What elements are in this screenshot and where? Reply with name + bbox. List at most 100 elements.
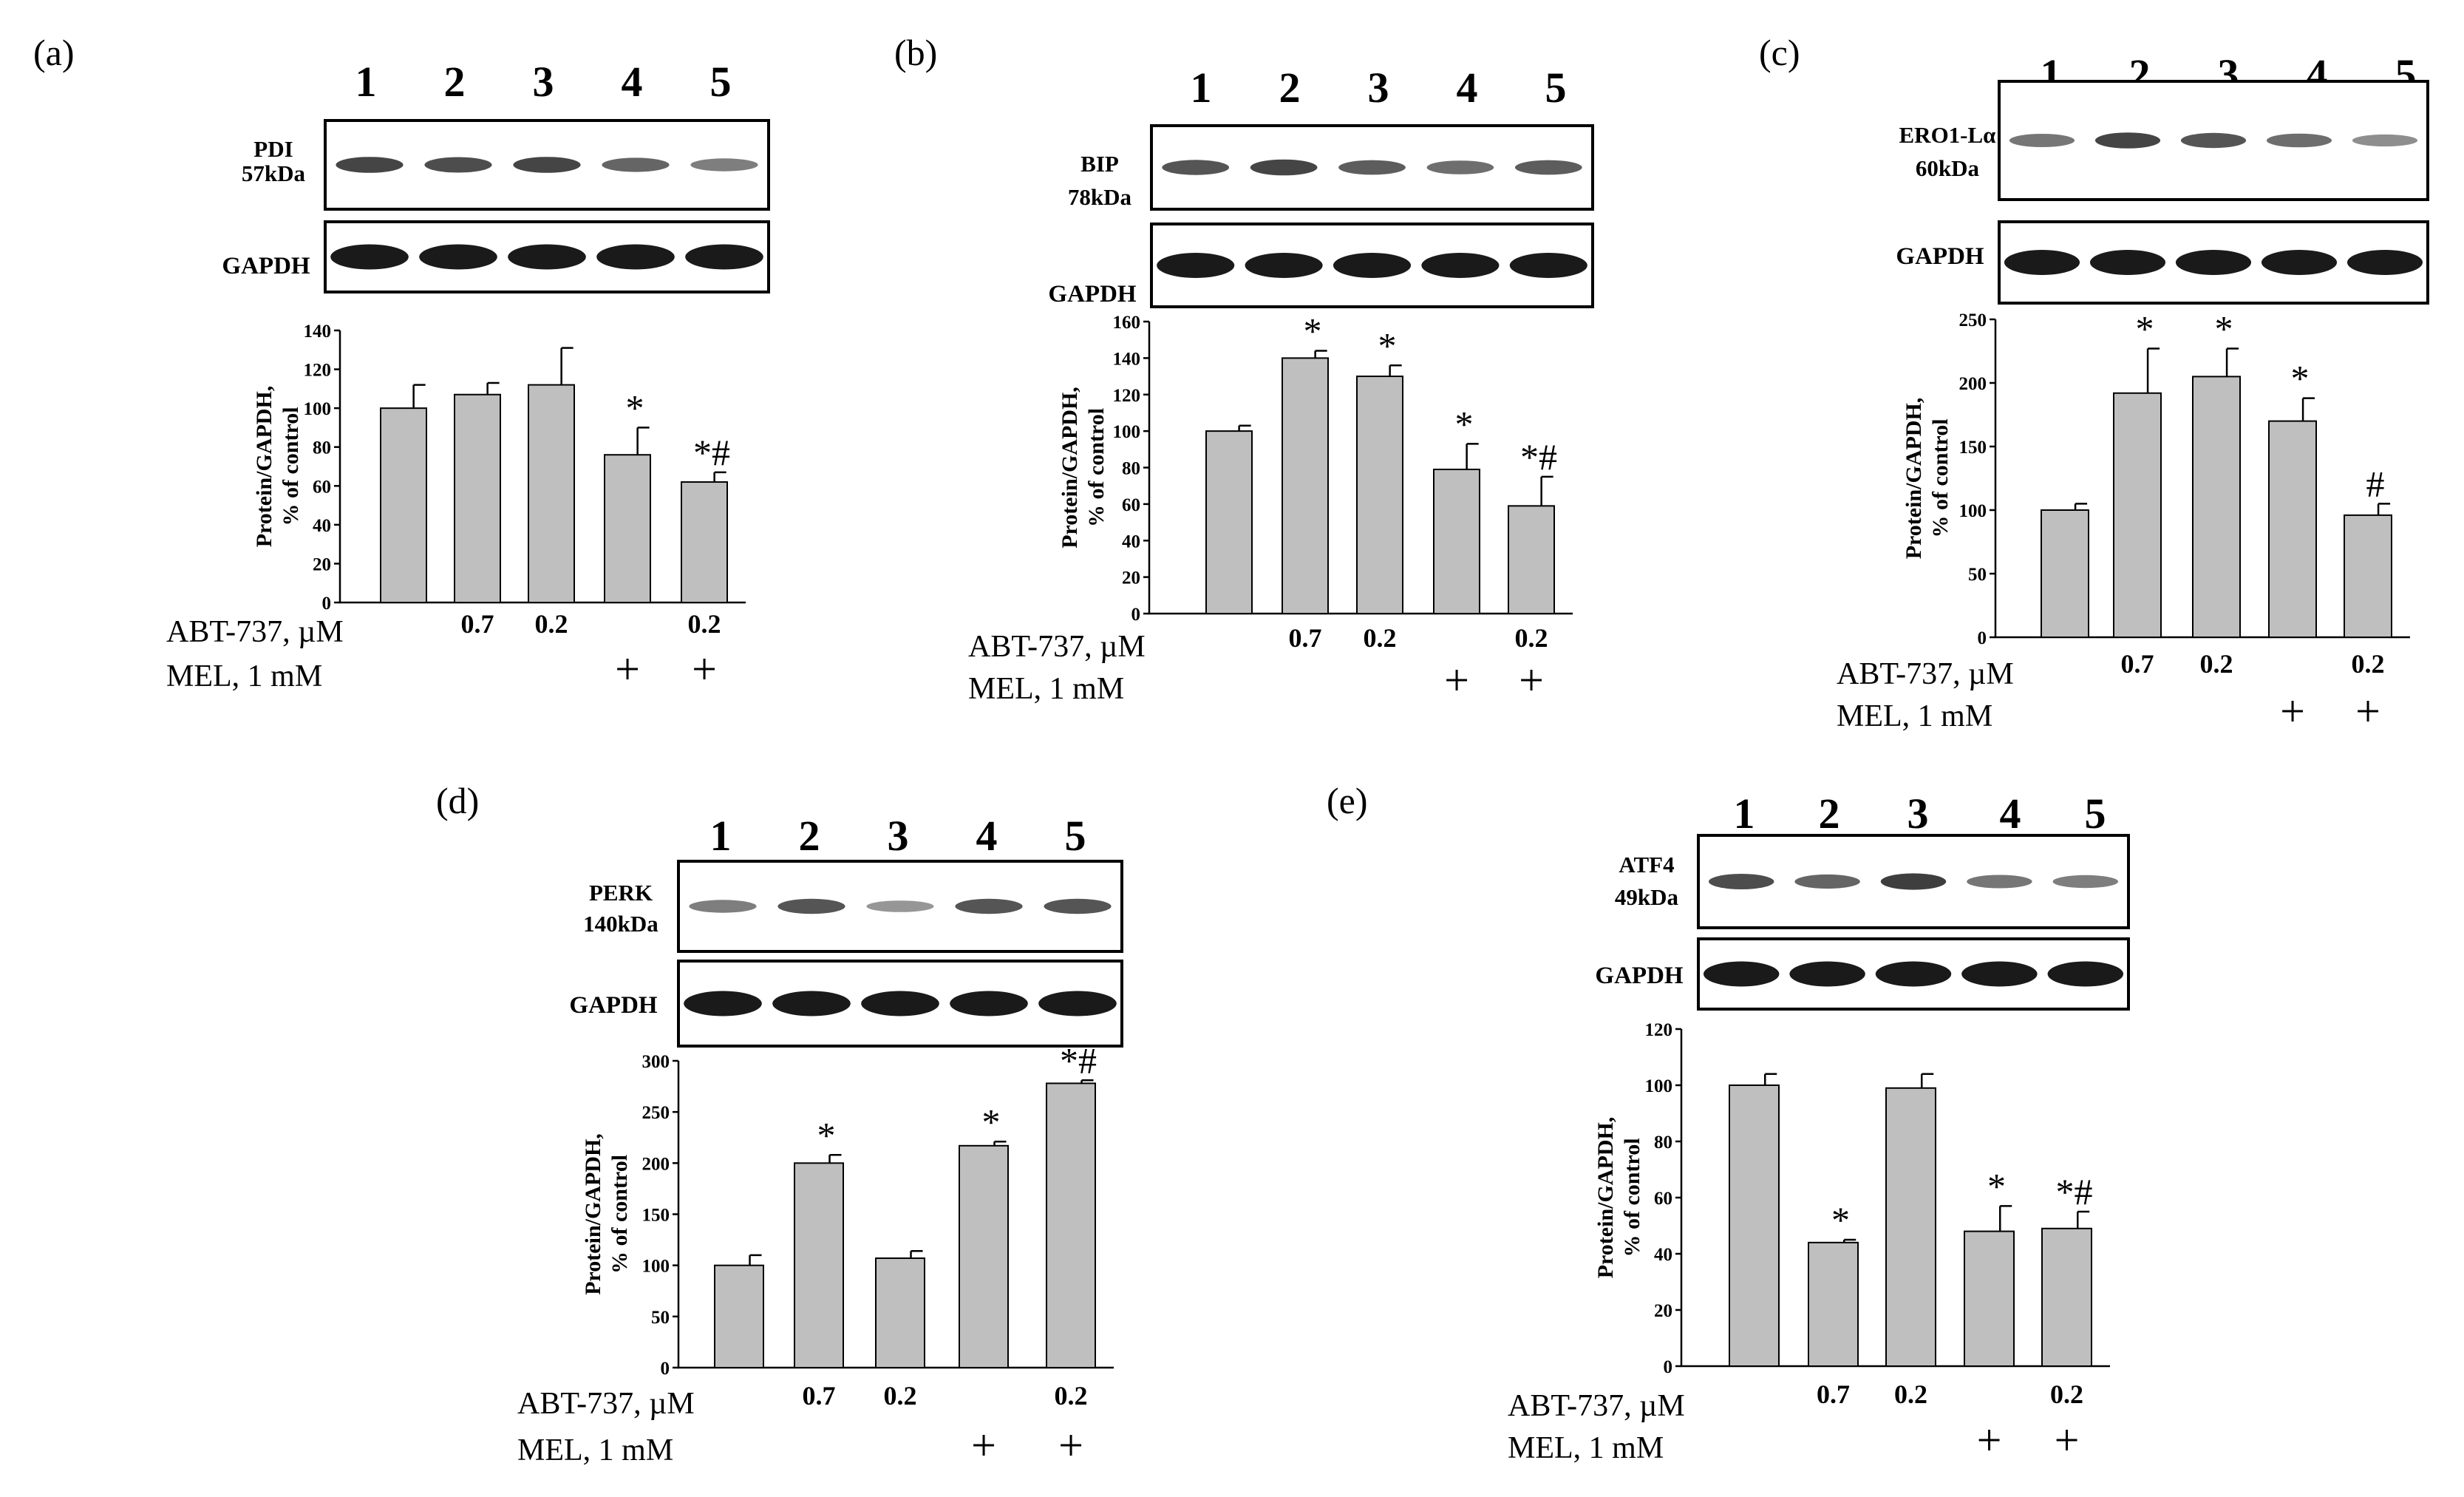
panel-label: (a) [33, 32, 75, 73]
molecular-weight: 78kDa [1068, 184, 1132, 210]
mel-row-label: MEL, 1 mM [968, 672, 1124, 706]
protein-band [690, 158, 758, 172]
panel-label: (c) [1759, 32, 1800, 73]
protein-band [2352, 134, 2418, 147]
y-tick-label: 150 [642, 1206, 670, 1226]
mel-plus: + [971, 1421, 996, 1470]
y-tick-label: 120 [304, 361, 332, 381]
y-axis-label: Protein/GAPDH,% of control [581, 1133, 632, 1295]
y-tick-label: 20 [1122, 568, 1140, 588]
panel-label: (e) [1327, 780, 1368, 821]
y-tick-label: 250 [1959, 310, 1987, 330]
protein-band [2094, 132, 2161, 149]
significance-marker: * [1831, 1199, 1850, 1240]
dose-value: 0.2 [1364, 623, 1397, 653]
significance-marker: * [817, 1114, 836, 1155]
panel-d: (d) 1 2 3 4 5 PERK 140kDa GAPDH 0 50 100 150 200 250 30… [436, 780, 1123, 1470]
bar [714, 1264, 764, 1368]
y-tick-label: 140 [1113, 349, 1141, 369]
gapdh-band [1245, 253, 1323, 278]
y-tick-label: 200 [642, 1154, 670, 1174]
lane-number: 5 [710, 58, 732, 106]
gapdh-band [772, 991, 851, 1016]
y-tick-label: 120 [1645, 1020, 1673, 1040]
y-tick-label: 50 [1968, 565, 1987, 585]
y-tick-label: 0 [661, 1359, 670, 1379]
protein-band [1794, 874, 1860, 889]
protein-name: PERK [589, 880, 653, 906]
y-tick-label: 80 [1122, 459, 1140, 479]
gapdh-band [1789, 961, 1865, 987]
dose-value: 0.2 [535, 609, 568, 639]
gapdh-band [1038, 991, 1117, 1016]
significance-marker: * [1987, 1165, 2006, 1206]
gapdh-band [2175, 250, 2252, 275]
abt-row-label: ABT-737, µM [1837, 657, 2014, 691]
y-axis-label-line: % of control [608, 1155, 632, 1274]
molecular-weight: 57kDa [242, 160, 306, 186]
protein-band [1250, 159, 1318, 176]
y-tick-label: 20 [1654, 1301, 1672, 1321]
lane-number: 1 [1191, 64, 1212, 112]
mel-row-label: MEL, 1 mM [166, 659, 322, 693]
bar [1964, 1230, 2015, 1367]
bar [875, 1257, 925, 1368]
y-axis-label-line: Protein/GAPDH, [581, 1133, 605, 1295]
lane-number: 4 [1457, 64, 1478, 112]
dose-value: 0.7 [803, 1381, 836, 1411]
protein-band [513, 157, 581, 173]
mel-plus: + [1977, 1416, 2002, 1464]
lane-number: 3 [888, 812, 909, 860]
gapdh-band [1157, 253, 1235, 278]
bar [1508, 505, 1555, 614]
gapdh-label: GAPDH [1896, 243, 1984, 270]
molecular-weight: 140kDa [583, 911, 658, 937]
protein-band [955, 898, 1023, 914]
protein-band [689, 900, 757, 913]
y-tick-label: 0 [1131, 605, 1141, 625]
gapdh-band [1703, 961, 1780, 987]
y-axis-label-line: % of control [1620, 1138, 1644, 1257]
protein-band [1880, 873, 1947, 890]
lane-number: 3 [533, 58, 554, 106]
gapdh-band [330, 244, 409, 270]
dose-value: 0.7 [2121, 649, 2154, 679]
gapdh-band [1875, 961, 1952, 987]
gapdh-band [684, 991, 762, 1016]
y-tick-label: 60 [1122, 495, 1140, 515]
dose-value: 0.2 [1894, 1379, 1927, 1409]
significance-marker: * [1455, 403, 1474, 444]
dose-value: 0.2 [2200, 649, 2233, 679]
abt-row-label: ABT-737, µM [166, 615, 344, 649]
dose-value: 0.7 [461, 609, 494, 639]
bar [528, 384, 575, 603]
lane-number: 3 [1907, 790, 1929, 838]
y-tick-label: 120 [1113, 386, 1141, 406]
mel-row-label: MEL, 1 mM [517, 1433, 673, 1467]
protein-band [336, 157, 404, 173]
dose-value: 0.7 [1289, 623, 1322, 653]
panel-b: (b) 1 2 3 4 5 BIP 78kDa GAPDH 0 20 40 60 80 100 120 140 1… [894, 32, 1594, 706]
panel-c: (c) 1 2 3 4 5ERO1-Lα60kDaGAPDH050100150200250… [1759, 32, 2429, 736]
gapdh-label: GAPDH [222, 253, 310, 279]
mel-row-label: MEL, 1 mM [1837, 699, 1992, 733]
bar [1282, 357, 1329, 614]
protein-band [1426, 160, 1494, 174]
bar [1885, 1087, 1936, 1368]
mel-plus: + [1058, 1421, 1083, 1470]
bar [1729, 1084, 1780, 1367]
mel-plus: + [615, 645, 640, 693]
gapdh-band [2047, 961, 2124, 987]
significance-marker: * [1304, 310, 1322, 352]
mel-plus: + [2055, 1416, 2080, 1464]
y-tick-label: 40 [313, 516, 331, 536]
y-tick-label: 80 [1654, 1133, 1672, 1153]
panel-e: (e) 1 2 3 4 5 ATF4 49kDa GAPDH 0 20 40 60 80 100 120 Pro… [1327, 780, 2130, 1465]
gapdh-band [2346, 250, 2423, 275]
gapdh-band [1333, 253, 1412, 278]
gapdh-band [950, 991, 1028, 1016]
mel-row-label: MEL, 1 mM [1508, 1431, 1664, 1465]
y-axis-label-line: % of control [279, 407, 303, 526]
lane-number: 2 [444, 58, 466, 106]
